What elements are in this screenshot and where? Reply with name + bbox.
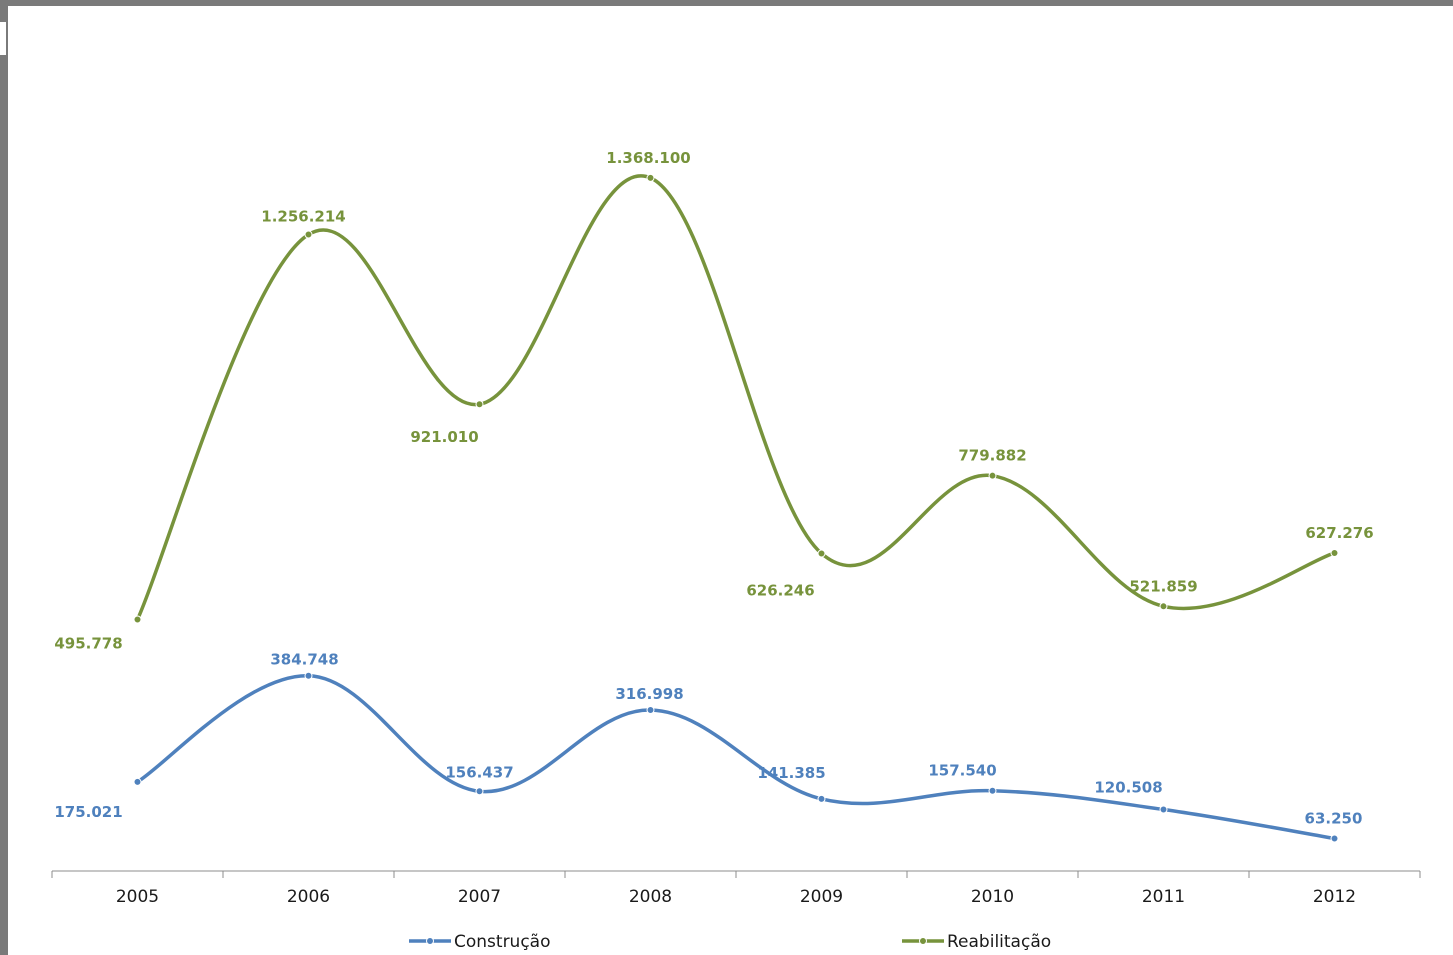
x-tick-label: 2009 <box>800 887 843 907</box>
window-frame-left <box>0 6 8 955</box>
data-point <box>304 671 313 680</box>
data-point <box>988 786 997 795</box>
data-point <box>133 615 142 624</box>
data-point <box>133 777 142 786</box>
data-point <box>1159 602 1168 611</box>
data-label: 384.748 <box>270 651 338 669</box>
x-tick-label: 2010 <box>971 887 1014 907</box>
data-point <box>304 230 313 239</box>
x-tick-label: 2006 <box>287 887 330 907</box>
data-label: 120.508 <box>1094 778 1162 796</box>
data-point <box>1330 834 1339 843</box>
series-line-reabilitacao <box>135 174 1336 621</box>
data-label: 1.368.100 <box>606 149 690 167</box>
data-label: 627.276 <box>1305 524 1373 542</box>
data-point <box>1159 805 1168 814</box>
data-label: 316.998 <box>615 685 683 703</box>
data-point <box>646 706 655 715</box>
data-label: 63.250 <box>1305 809 1363 827</box>
data-label: 156.437 <box>445 763 513 781</box>
series-line-construcao <box>136 673 1335 841</box>
data-label: 779.882 <box>958 447 1026 465</box>
window-frame-notch <box>0 22 6 55</box>
x-tick-label: 2005 <box>116 887 159 907</box>
x-tick-label: 2011 <box>1142 887 1185 907</box>
legend-label: Construção <box>454 932 551 952</box>
data-label: 626.246 <box>746 581 814 599</box>
x-tick-label: 2007 <box>458 887 501 907</box>
data-label: 1.256.214 <box>261 208 345 226</box>
x-tick-label: 2008 <box>629 887 672 907</box>
data-point <box>988 471 997 480</box>
legend-swatch-marker <box>426 937 434 945</box>
legend-item: Reabilitação <box>902 932 1051 952</box>
data-label: 495.778 <box>54 635 122 653</box>
data-label: 175.021 <box>54 803 122 821</box>
data-label: 157.540 <box>928 762 996 780</box>
data-label: 141.385 <box>757 764 825 782</box>
data-point <box>475 787 484 796</box>
legend-swatch-marker <box>919 937 927 945</box>
data-point <box>817 794 826 803</box>
x-tick-label: 2012 <box>1313 887 1356 907</box>
legend-label: Reabilitação <box>947 932 1051 952</box>
data-point <box>1330 548 1339 557</box>
window-frame-top <box>0 0 1453 6</box>
data-point <box>475 400 484 409</box>
data-point <box>646 173 655 182</box>
data-point <box>817 549 826 558</box>
data-label: 921.010 <box>410 428 478 446</box>
data-label: 521.859 <box>1129 577 1197 595</box>
legend-item: Construção <box>409 932 551 952</box>
